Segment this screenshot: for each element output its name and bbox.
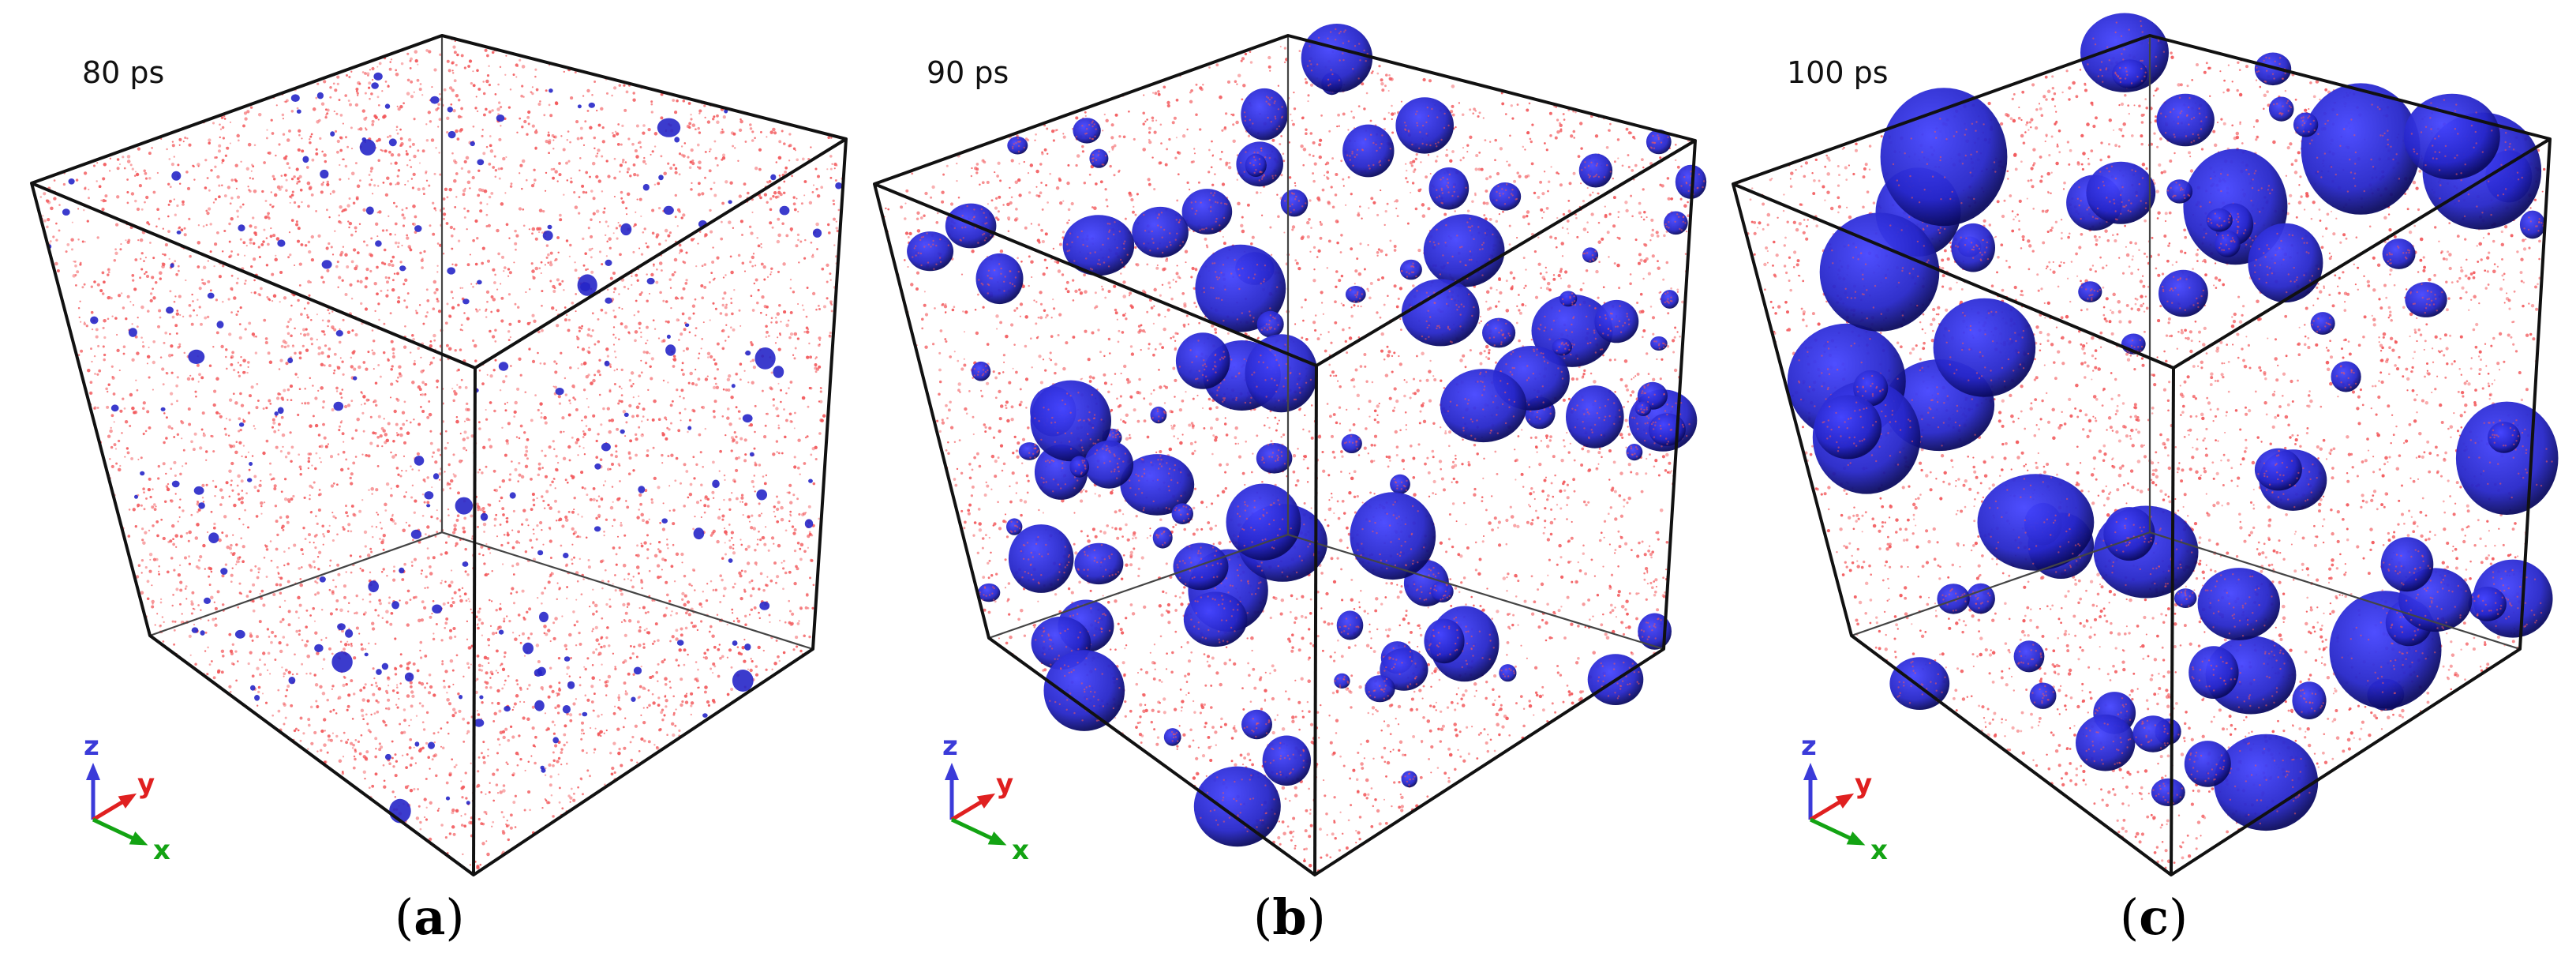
cube-frame — [1732, 34, 2552, 876]
liquid-clusters — [907, 24, 1707, 847]
axis-triad: z y x — [1801, 730, 1888, 866]
panel-c: z y x 100 ps (c) — [1717, 0, 2576, 972]
y-axis-arrow — [1809, 793, 1855, 822]
y-axis-arrow — [950, 793, 996, 822]
axis-triad: z y x — [84, 730, 170, 866]
axis-triad: z y x — [942, 730, 1029, 866]
panel-caption: (a) — [395, 888, 465, 946]
x-axis-arrow — [950, 817, 1007, 846]
z-axis-arrow — [1803, 763, 1818, 820]
liquid-clusters — [47, 72, 842, 824]
liquid-clusters — [1787, 13, 2559, 831]
panel-caption: (b) — [1253, 888, 1326, 946]
z-axis-arrow — [945, 763, 959, 820]
z-axis-label: z — [942, 730, 958, 762]
x-axis-arrow — [1809, 817, 1866, 846]
x-axis-label: x — [1870, 835, 1888, 866]
x-axis-label: x — [153, 835, 170, 866]
cube-frame — [30, 34, 848, 876]
panel-a: z y x 80 ps (a) — [0, 0, 859, 972]
atom-cloud — [39, 38, 844, 870]
x-axis-label: x — [1012, 835, 1029, 866]
cube-frame — [873, 34, 1697, 876]
simulation-cube: z y x — [873, 24, 1707, 876]
x-axis-arrow — [92, 817, 148, 846]
y-axis-arrow — [92, 793, 137, 822]
y-axis-label: y — [996, 768, 1013, 800]
z-axis-label: z — [1801, 730, 1817, 762]
time-label: 100 ps — [1787, 55, 1889, 90]
time-label: 80 ps — [82, 55, 165, 90]
y-axis-label: y — [1855, 768, 1872, 800]
simulation-cube: z y x — [30, 34, 848, 876]
z-axis-label: z — [84, 730, 99, 762]
y-axis-label: y — [137, 768, 155, 800]
simulation-cube: z y x — [1732, 13, 2559, 876]
z-axis-arrow — [86, 763, 100, 820]
panel-b: z y x 90 ps (b) — [859, 0, 1717, 972]
time-label: 90 ps — [927, 55, 1009, 90]
panel-caption: (c) — [2120, 888, 2188, 946]
